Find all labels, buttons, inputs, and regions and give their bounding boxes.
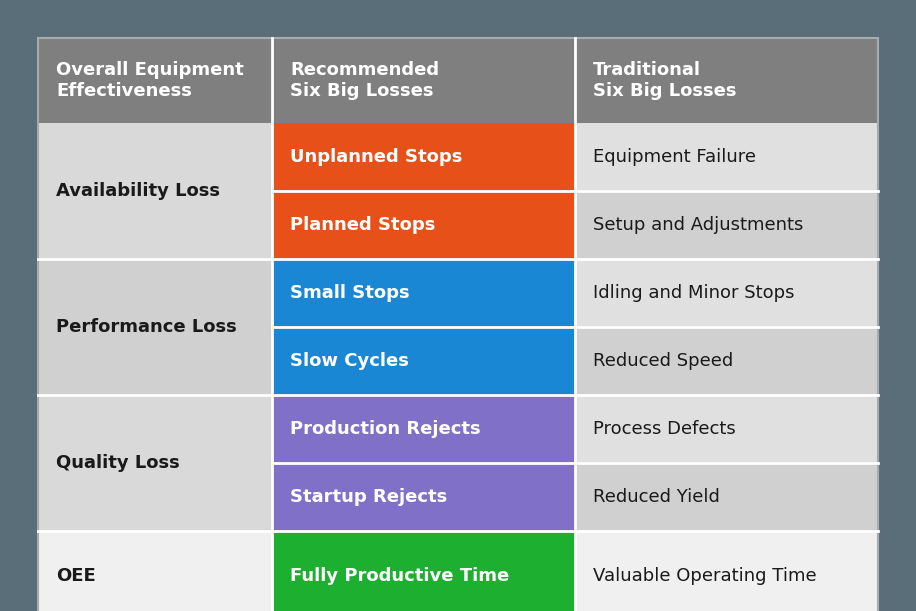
Bar: [38, 123, 272, 259]
Bar: [575, 327, 878, 395]
Text: Startup Rejects: Startup Rejects: [290, 488, 447, 506]
Text: Slow Cycles: Slow Cycles: [290, 352, 409, 370]
Bar: [272, 395, 575, 463]
Bar: [38, 395, 272, 531]
Bar: [272, 327, 575, 395]
Text: Reduced Yield: Reduced Yield: [593, 488, 720, 506]
Text: Quality Loss: Quality Loss: [56, 454, 180, 472]
Text: Reduced Speed: Reduced Speed: [593, 352, 734, 370]
Bar: [272, 259, 575, 327]
Text: OEE: OEE: [56, 567, 96, 585]
Bar: [272, 191, 575, 259]
Text: Fully Productive Time: Fully Productive Time: [290, 567, 509, 585]
Bar: [575, 259, 878, 327]
Text: Performance Loss: Performance Loss: [56, 318, 236, 336]
Text: Equipment Failure: Equipment Failure: [593, 148, 756, 166]
Bar: [38, 259, 272, 395]
Bar: [272, 123, 575, 191]
Text: Availability Loss: Availability Loss: [56, 182, 220, 200]
Bar: [575, 395, 878, 463]
Bar: [272, 531, 575, 611]
Bar: [575, 463, 878, 531]
Text: Traditional
Six Big Losses: Traditional Six Big Losses: [593, 61, 736, 100]
Text: Production Rejects: Production Rejects: [290, 420, 481, 438]
Bar: [38, 531, 272, 611]
Bar: [575, 191, 878, 259]
Text: Planned Stops: Planned Stops: [290, 216, 435, 234]
Bar: [575, 531, 878, 611]
Bar: [575, 38, 878, 123]
Text: Small Stops: Small Stops: [290, 284, 409, 302]
Text: Process Defects: Process Defects: [593, 420, 736, 438]
Bar: [38, 38, 272, 123]
Text: Idling and Minor Stops: Idling and Minor Stops: [593, 284, 794, 302]
Text: Setup and Adjustments: Setup and Adjustments: [593, 216, 803, 234]
Bar: [575, 123, 878, 191]
Text: Valuable Operating Time: Valuable Operating Time: [593, 567, 817, 585]
Bar: [272, 463, 575, 531]
Text: Unplanned Stops: Unplanned Stops: [290, 148, 463, 166]
Bar: [272, 38, 575, 123]
Text: Recommended
Six Big Losses: Recommended Six Big Losses: [290, 61, 440, 100]
Text: Overall Equipment
Effectiveness: Overall Equipment Effectiveness: [56, 61, 244, 100]
